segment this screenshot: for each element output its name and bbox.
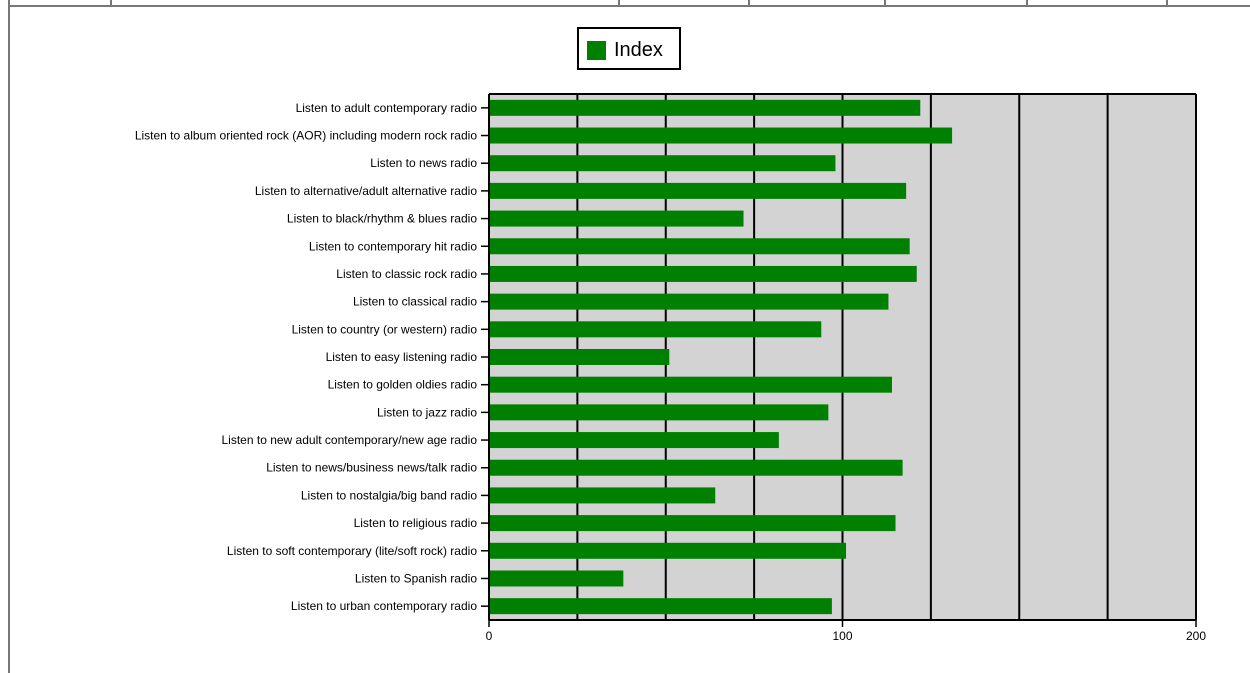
y-tick-label: Listen to urban contemporary radio [291,599,477,613]
bar [489,349,670,365]
legend-label: Index [614,39,663,61]
bar [489,404,829,421]
legend-swatch [587,41,606,60]
bar [489,182,907,199]
y-tick-label: Listen to album oriented rock (AOR) incl… [135,129,477,143]
y-tick-label: Listen to adult contemporary radio [296,101,478,115]
y-tick-label: Listen to news/business news/talk radio [266,461,477,475]
bar [489,487,716,504]
strip-separator [1166,0,1168,6]
y-tick-label: Listen to news radio [370,156,477,170]
y-tick-label: Listen to alternative/adult alternative … [255,184,477,198]
y-tick-label: Listen to classic rock radio [336,267,477,281]
bar [489,155,836,172]
bar [489,598,832,615]
x-tick-label: 100 [832,629,852,643]
strip-separator [1026,0,1028,6]
bar [489,321,822,338]
bar [489,542,847,559]
left-frame-border [8,0,10,673]
strip-separator [110,0,112,6]
bar [489,210,744,227]
bar [489,127,953,144]
y-tick-label: Listen to easy listening radio [326,350,478,364]
bar [489,293,889,310]
y-tick-label: Listen to country (or western) radio [292,322,478,336]
y-tick-label: Listen to golden oldies radio [328,378,478,392]
chart-legend: Index [577,27,681,70]
y-tick-label: Listen to nostalgia/big band radio [301,488,477,502]
strip-separator [884,0,886,6]
y-tick-label: Listen to jazz radio [377,405,477,419]
y-tick-label: Listen to black/rhythm & blues radio [287,212,477,226]
bar [489,515,896,532]
y-tick-label: Listen to Spanish radio [355,571,477,585]
y-tick-label: Listen to classical radio [353,295,477,309]
bar [489,238,910,255]
bar [489,265,917,282]
y-tick-label: Listen to soft contemporary (lite/soft r… [227,544,477,558]
top-toolbar-strip [8,0,1250,7]
y-tick-label: Listen to new adult contemporary/new age… [222,433,478,447]
bar [489,376,892,393]
bar [489,99,921,116]
y-tick-label: Listen to contemporary hit radio [309,239,477,253]
x-tick-label: 0 [486,629,493,643]
bar [489,459,903,476]
bar [489,432,779,449]
strip-separator [748,0,750,6]
bar [489,570,624,587]
strip-separator [618,0,620,6]
y-tick-label: Listen to religious radio [354,516,478,530]
x-tick-label: 200 [1186,629,1206,643]
